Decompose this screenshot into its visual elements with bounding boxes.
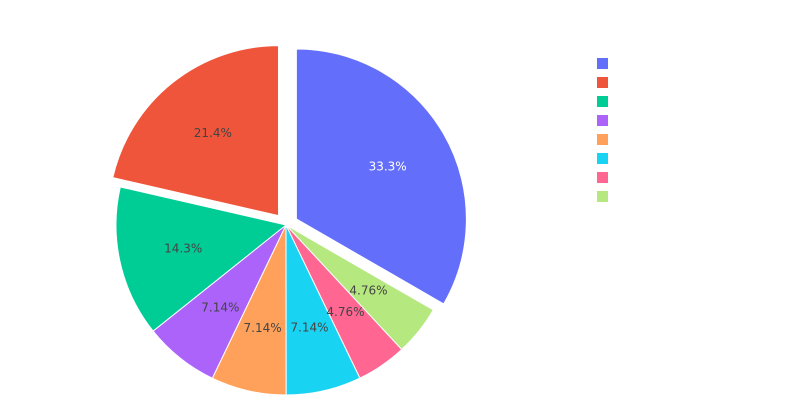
legend-swatch-3[interactable]: [597, 96, 608, 107]
legend-swatch-8[interactable]: [597, 191, 608, 202]
pie-slice-label-4: 7.14%: [290, 321, 328, 335]
pie-labels: 33.3% 4.76% 4.76% 7.14% 7.14% 7.14% 14.3% 21.4%: [164, 126, 407, 335]
pie-slice-7[interactable]: [115, 186, 288, 332]
legend-swatch-1[interactable]: [597, 58, 608, 69]
legend-swatch-5[interactable]: [597, 134, 608, 145]
legend-swatch-4[interactable]: [597, 115, 608, 126]
pie-slice-label-8: 21.4%: [194, 126, 232, 140]
pie-slice-label-6: 7.14%: [201, 300, 239, 314]
pie-slice-label-3: 4.76%: [326, 305, 364, 319]
legend-swatch-7[interactable]: [597, 172, 608, 183]
legend-swatch-6[interactable]: [597, 153, 608, 164]
pie-slices: [112, 45, 467, 396]
pie-slice-1[interactable]: [295, 48, 467, 305]
pie-slice-label-2: 4.76%: [349, 284, 387, 298]
legend: [597, 58, 608, 202]
legend-swatch-2[interactable]: [597, 77, 608, 88]
pie-slice-label-1: 33.3%: [369, 159, 407, 173]
pie-slice-label-7: 14.3%: [164, 241, 202, 255]
pie-slice-8[interactable]: [112, 45, 280, 217]
pie-slice-label-5: 7.14%: [244, 321, 282, 335]
